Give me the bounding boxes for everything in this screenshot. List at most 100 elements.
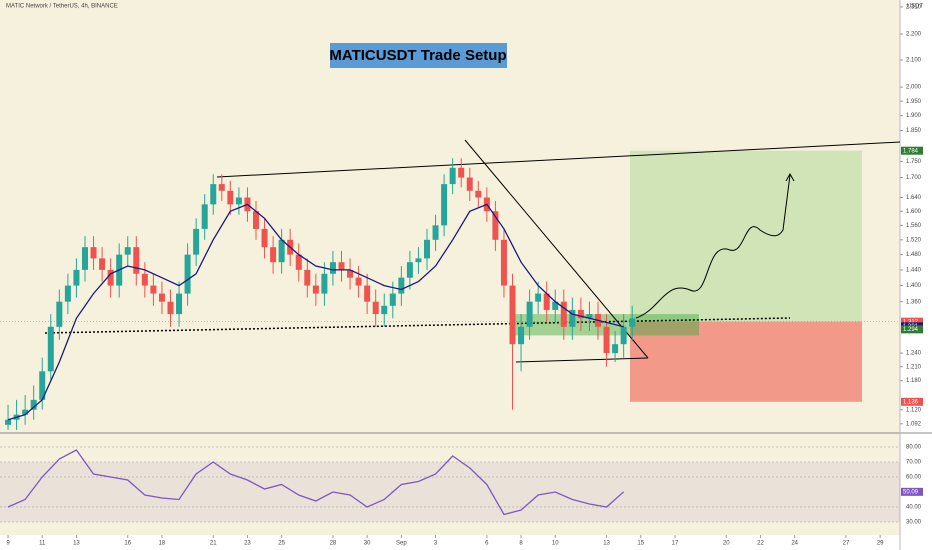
x-tick-label: 8 xyxy=(519,541,523,547)
candle-body xyxy=(355,277,362,286)
candle-body xyxy=(603,326,610,354)
candle-body xyxy=(543,293,550,310)
candle-body xyxy=(389,293,396,306)
candle-body xyxy=(372,301,379,315)
moving-average xyxy=(7,203,624,421)
x-tick-label: 29 xyxy=(877,541,884,547)
candle-body xyxy=(81,247,88,270)
candle-body xyxy=(612,344,619,354)
candle-body xyxy=(56,301,63,327)
x-tick-label: 18 xyxy=(159,541,166,547)
candle-body xyxy=(509,285,516,345)
rsi-tick-label: 40.00 xyxy=(906,505,922,511)
x-tick-label: 25 xyxy=(278,541,285,547)
y-tick-label: 1.480 xyxy=(906,252,922,258)
y-tick-label: 1.092 xyxy=(906,421,922,427)
candle-body xyxy=(432,225,439,240)
price-label-bg xyxy=(901,317,923,326)
candle-body xyxy=(107,269,114,286)
x-tick-label: 13 xyxy=(73,541,80,547)
price-label: 1.312 xyxy=(903,319,919,325)
x-tick-label: 23 xyxy=(244,541,251,547)
y-tick-label: 1.560 xyxy=(906,223,922,229)
y-tick-label: 2.100 xyxy=(906,58,922,64)
rsi-band xyxy=(0,461,900,522)
y-tick-label: 1.700 xyxy=(906,175,922,181)
y-tick-label: 1.750 xyxy=(906,159,922,165)
x-tick-label: 27 xyxy=(843,541,850,547)
x-tick-label: 30 xyxy=(364,541,371,547)
price-label: 1.294 xyxy=(903,327,919,333)
x-tick-label: 6 xyxy=(485,541,489,547)
profit-zone xyxy=(630,150,862,322)
y-tick-label: 1.850 xyxy=(906,128,922,134)
candle-body xyxy=(193,228,200,255)
candle-body xyxy=(99,258,106,270)
rsi-last-bg xyxy=(901,487,923,496)
candle-body xyxy=(423,239,430,259)
y-tick-label: 1.360 xyxy=(906,299,922,305)
candle-body xyxy=(535,293,542,302)
candle-body xyxy=(304,269,311,286)
candle-body xyxy=(278,239,285,263)
rsi-last-label: 50.09 xyxy=(903,489,919,495)
candle-body xyxy=(252,211,259,229)
candle-body xyxy=(629,318,636,327)
header: MATIC Network / TetherUS, 4h, BINANCE xyxy=(6,4,118,10)
candle-body xyxy=(441,184,448,226)
y-tick-label: 1.210 xyxy=(906,364,922,370)
candle-body xyxy=(201,204,208,229)
candle-body xyxy=(500,239,507,286)
x-tick-label: 24 xyxy=(791,541,798,547)
candle-body xyxy=(210,184,217,205)
x-tick-label: 17 xyxy=(672,541,679,547)
loss-zone xyxy=(630,321,862,402)
y-tick-label: 1.900 xyxy=(906,113,922,119)
x-tick-label: 10 xyxy=(552,541,559,547)
x-tick-label: 11 xyxy=(39,541,46,547)
y-tick-label: 1.400 xyxy=(906,283,922,289)
candle-body xyxy=(312,285,319,294)
x-tick-label: Sep xyxy=(396,541,407,547)
candle-body xyxy=(492,211,499,240)
candle-body xyxy=(227,190,234,205)
candle-body xyxy=(167,301,174,315)
rsi-line xyxy=(7,449,625,516)
candle-body xyxy=(295,254,302,270)
y-tick-label: 1.640 xyxy=(906,195,922,201)
x-tick-label: 16 xyxy=(124,541,131,547)
title-box xyxy=(330,43,507,68)
candle-body xyxy=(321,273,328,294)
candle-body xyxy=(73,269,80,286)
price-scale xyxy=(900,0,932,550)
rsi-tick-label: 30.00 xyxy=(906,520,922,526)
rsi-tick-label: 60.00 xyxy=(906,475,922,481)
x-tick-label: 20 xyxy=(723,541,730,547)
candle-body xyxy=(39,371,46,400)
candle-body xyxy=(329,262,336,274)
y-tick-label: 1.950 xyxy=(906,99,922,105)
candle-body xyxy=(141,273,148,286)
currency: USDT xyxy=(907,4,924,10)
candle-body xyxy=(5,419,12,425)
y-tick-label: 1.180 xyxy=(906,378,922,384)
candle-body xyxy=(235,197,242,205)
x-tick-label: 3 xyxy=(434,541,438,547)
x-tick-label: 21 xyxy=(210,541,217,547)
chart-title: MATICUSDT Trade Setup xyxy=(329,47,506,64)
candle-body xyxy=(526,301,533,327)
candle-body xyxy=(347,269,354,278)
candle-body xyxy=(47,326,54,372)
projection xyxy=(635,174,791,319)
price-label-bg xyxy=(901,397,923,406)
candle-body xyxy=(449,167,456,185)
candle-body xyxy=(577,309,584,319)
price-label-bg xyxy=(901,325,923,334)
x-tick-label: 15 xyxy=(637,541,644,547)
candle-body xyxy=(133,247,140,274)
plot-background xyxy=(0,0,900,535)
y-tick-label: 2.000 xyxy=(906,85,922,91)
price-label-bg xyxy=(901,146,923,155)
trendline xyxy=(216,141,901,178)
